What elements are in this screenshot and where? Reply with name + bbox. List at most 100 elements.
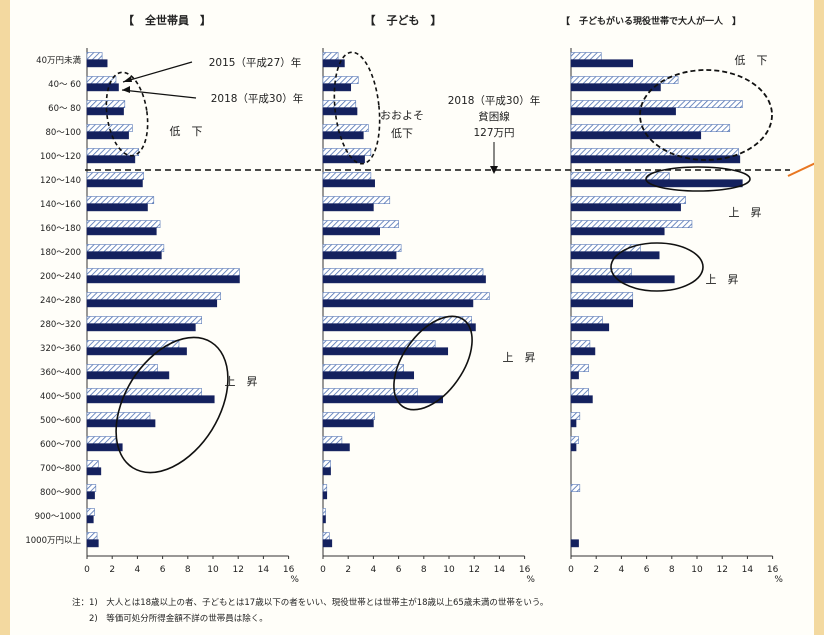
x-tick-label: 10 (691, 565, 703, 575)
bar-2018 (570, 443, 577, 452)
bar-2015 (86, 316, 202, 324)
x-tick-label: 12 (468, 565, 479, 575)
category-label: 320～360 (40, 344, 81, 354)
bar-2015 (322, 52, 339, 60)
bar-2018 (570, 251, 660, 260)
category-label: 600～700 (40, 440, 81, 450)
bar-2018 (322, 539, 333, 548)
category-label: 60～ 80 (48, 104, 81, 114)
bar-2018 (322, 467, 331, 476)
bar-2015 (322, 460, 331, 468)
x-tick-label: 8 (185, 565, 191, 575)
x-tick-label: 12 (232, 565, 243, 575)
bar-2018 (86, 275, 240, 284)
decrease-ellipse (639, 69, 773, 161)
bar-2018 (322, 251, 397, 260)
bar-2015 (322, 244, 402, 252)
bar-2018 (570, 299, 634, 308)
bar-2018 (86, 395, 215, 404)
poverty-line-year: 2018（平成30）年 (448, 94, 541, 107)
category-label: 40万円未満 (36, 55, 81, 66)
bar-2015 (86, 508, 95, 516)
bar-2018 (86, 203, 148, 212)
bar-2018 (86, 347, 187, 356)
bar-2015 (322, 532, 330, 540)
bar-2015 (322, 316, 472, 324)
increase-ellipse (610, 242, 704, 292)
bar-2015 (570, 412, 581, 420)
income-distribution-chart: 【 全世帯員 】 0 2 4 6 8 10 12 14 16% 【 子ども 】 0 2 4 6 8 10 12 14… (25, 13, 814, 624)
bar-2015 (86, 244, 165, 252)
bar-2018 (86, 419, 156, 428)
bar-2018 (86, 515, 94, 524)
bar-2015 (570, 100, 743, 108)
bar-2018 (322, 275, 486, 284)
x-tick-label: 0 (320, 565, 326, 575)
x-tick-label: 10 (443, 565, 455, 575)
bar-2018 (570, 539, 579, 548)
bar-2018 (570, 323, 610, 332)
bar-2018 (322, 395, 443, 404)
x-unit-label: % (774, 575, 783, 585)
bar-2015 (322, 436, 343, 444)
x-tick-label: 14 (258, 565, 270, 575)
bar-2015 (86, 436, 117, 444)
bar-2015 (570, 148, 739, 156)
x-tick-label: 2 (345, 565, 351, 575)
bar-2015 (570, 172, 670, 180)
bar-2018 (86, 491, 95, 500)
bar-2018 (322, 371, 415, 380)
annotation-decrease: 低 下 (735, 54, 768, 67)
bar-2018 (86, 227, 157, 236)
x-tick-label: 16 (519, 565, 531, 575)
legend-arrowhead-2018 (122, 86, 130, 93)
bar-2018 (570, 107, 676, 116)
category-label: 240～280 (40, 296, 81, 306)
annotation-increase: 上 昇 (225, 375, 258, 388)
bar-2018 (322, 443, 350, 452)
x-tick-label: 4 (619, 565, 625, 575)
bar-2015 (570, 76, 679, 84)
footnote: 注：1) 大人とは18歳以上の者、子どもとは17歳以下の者をいい、現役世帯とは世… (72, 597, 548, 608)
bar-2015 (570, 220, 693, 228)
bar-2015 (322, 196, 391, 204)
annotation-increase: 上 昇 (503, 351, 536, 364)
category-label: 360～400 (40, 368, 81, 378)
bar-2018 (86, 467, 102, 476)
bar-2018 (86, 299, 218, 308)
bar-2018 (570, 275, 675, 284)
bar-2018 (570, 203, 681, 212)
bar-2015 (322, 340, 436, 348)
category-label: 900～1000 (35, 512, 81, 522)
annotation-increase: 上 昇 (729, 206, 762, 219)
x-tick-label: 0 (568, 565, 574, 575)
bar-2015 (86, 196, 155, 204)
bar-2015 (322, 364, 404, 372)
legend-label-2018: 2018（平成30）年 (211, 92, 304, 105)
bar-2015 (86, 364, 158, 372)
bar-2018 (322, 419, 374, 428)
x-tick-label: 4 (135, 565, 141, 575)
x-tick-label: 2 (109, 565, 115, 575)
x-tick-label: 6 (644, 565, 650, 575)
category-label: 200～240 (40, 272, 81, 282)
category-label: 120～140 (40, 176, 81, 186)
bar-2018 (570, 227, 665, 236)
orange-pointer (787, 162, 814, 177)
footnote: 2) 等価可処分所得金額不詳の世帯員は除く。 (72, 613, 268, 624)
bar-2018 (570, 155, 741, 164)
panel-title: 【 子ども 】 (365, 14, 442, 27)
category-label: 40～ 60 (48, 80, 81, 90)
bar-2015 (322, 412, 375, 420)
x-tick-label: 4 (371, 565, 377, 575)
bar-2018 (322, 323, 476, 332)
bar-2015 (570, 388, 589, 396)
bar-2018 (322, 203, 374, 212)
bar-2015 (570, 292, 634, 300)
bar-2015 (570, 124, 731, 132)
category-label: 500～600 (40, 416, 81, 426)
poverty-arrowhead (490, 166, 498, 174)
bar-2015 (570, 52, 602, 60)
bar-2018 (322, 347, 449, 356)
annotation-decrease: 低 下 (170, 125, 203, 138)
